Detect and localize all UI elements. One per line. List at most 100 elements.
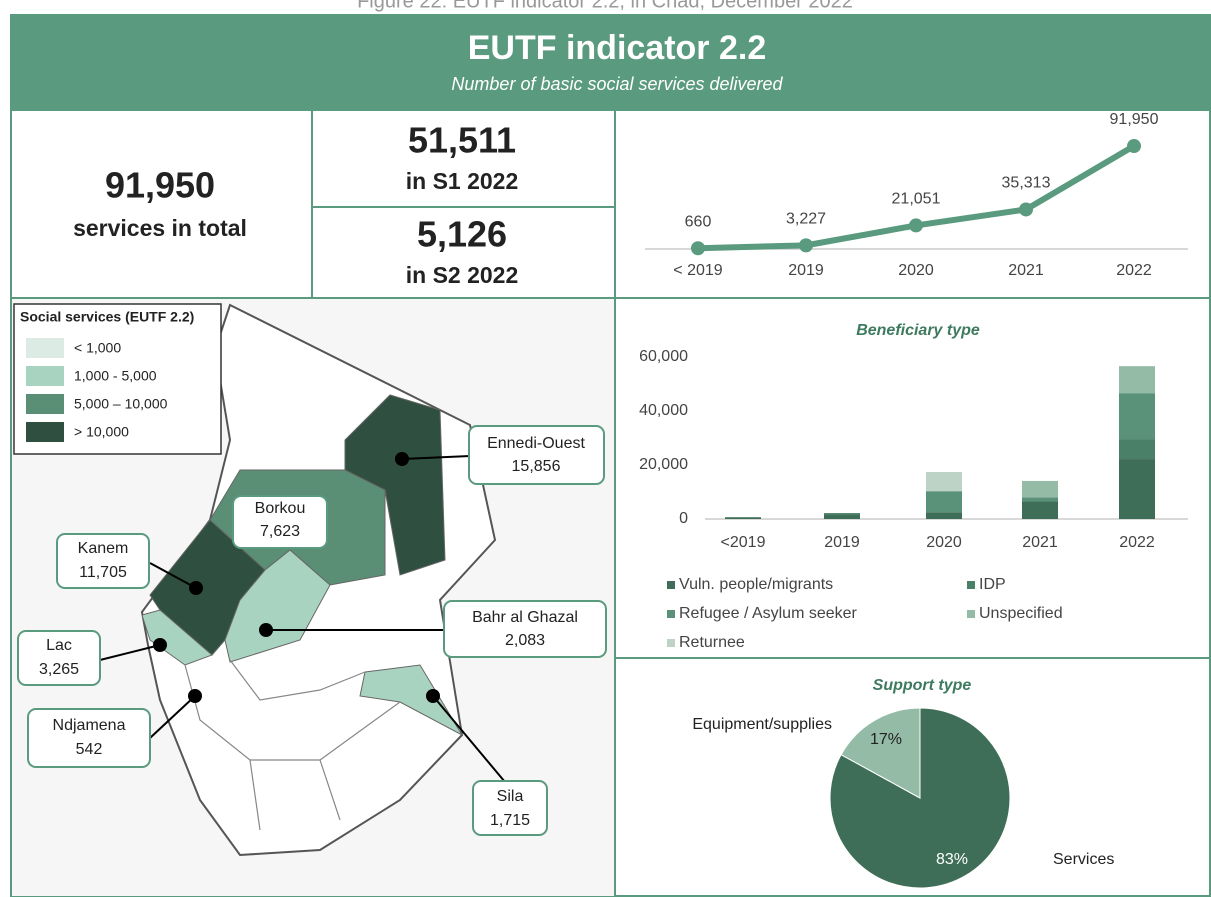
- legend-swatch: [967, 610, 975, 618]
- label-box: [443, 600, 607, 658]
- legend-swatch: [26, 394, 64, 414]
- category-label: Equipment/supplies: [692, 716, 832, 733]
- pie-slice: [840, 707, 921, 799]
- legend-label: 5,000 – 10,000: [74, 396, 168, 412]
- header-subtitle: Number of basic social services delivere…: [451, 74, 783, 94]
- y-tick-label: 40,000: [639, 402, 688, 419]
- bar-segment: [1119, 439, 1155, 460]
- x-tick-label: 2020: [926, 534, 962, 551]
- legend-label: Refugee / Asylum seeker: [679, 605, 858, 622]
- region-value: 2,083: [505, 632, 545, 649]
- bar-segment: [1119, 393, 1155, 440]
- region-name: Borkou: [255, 500, 306, 517]
- region-name: Ndjamena: [53, 717, 126, 734]
- legend-swatch: [967, 581, 975, 589]
- region-dots: [153, 452, 440, 703]
- x-tick-label: 2019: [788, 262, 824, 279]
- kpi-value: 51,511: [408, 120, 516, 161]
- legend-swatch: [26, 366, 64, 386]
- legend-swatch: [667, 639, 675, 647]
- kpi-value: 5,126: [417, 214, 507, 255]
- region-value: 542: [76, 741, 103, 758]
- x-tick-label: 2019: [824, 534, 860, 551]
- kpi-label: in S2 2022: [406, 262, 519, 288]
- bar-segment: [926, 512, 962, 519]
- legend-swatch: [667, 581, 675, 589]
- region-value: 11,705: [79, 564, 127, 581]
- caption: Figure 22: EUTF indicator 2.2, in Chad, …: [357, 0, 853, 12]
- legend-label: Returnee: [679, 634, 745, 651]
- x-tick-label: 2020: [898, 262, 934, 279]
- x-tick-label: 2022: [1119, 534, 1155, 551]
- header-band: [10, 14, 1211, 110]
- label-box: [17, 630, 101, 686]
- region-value: 15,856: [512, 458, 561, 475]
- y-tick-label: 20,000: [639, 456, 688, 473]
- bar-segment: [725, 517, 761, 519]
- legend-label: > 10,000: [74, 424, 129, 440]
- legend-label: IDP: [979, 576, 1006, 593]
- region-name: Lac: [46, 637, 72, 654]
- chart-title: Beneficiary type: [856, 322, 980, 339]
- label-box: [472, 780, 548, 836]
- kpi-label: services in total: [73, 215, 247, 241]
- bar-segment: [1022, 480, 1058, 498]
- label-box: [27, 708, 151, 768]
- bar-segment: [926, 472, 962, 492]
- label-box: [56, 533, 150, 589]
- x-tick-label: 2021: [1008, 262, 1044, 279]
- legend-swatch: [26, 338, 64, 358]
- legend-swatch: [26, 422, 64, 442]
- label-box: [232, 495, 328, 549]
- legend-label: < 1,000: [74, 340, 121, 356]
- bar-segment: [1119, 366, 1155, 394]
- kpi-value: 91,950: [105, 165, 215, 206]
- x-tick-label: <2019: [721, 534, 766, 551]
- region-name: Sila: [497, 788, 524, 805]
- category-label: Services: [1053, 851, 1114, 868]
- admin-borders: [184, 659, 401, 831]
- region-value: 7,623: [260, 523, 300, 540]
- bar-segment: [824, 514, 860, 519]
- data-label: 3,227: [786, 211, 826, 228]
- bar-segment: [824, 513, 860, 515]
- leader-lines: [99, 455, 506, 783]
- data-label: 91,950: [1110, 111, 1159, 128]
- bar-segment: [1022, 501, 1058, 519]
- region-bahr-al-ghazal: [224, 549, 331, 663]
- legend-label: 1,000 - 5,000: [74, 368, 157, 384]
- x-tick-label: 2022: [1116, 262, 1152, 279]
- data-label: 21,051: [892, 191, 941, 208]
- region-name: Bahr al Ghazal: [472, 609, 578, 626]
- label-box: [468, 425, 605, 485]
- point: [909, 218, 923, 233]
- region-value: 3,265: [39, 661, 79, 678]
- point: [1019, 202, 1033, 217]
- data-label: 660: [685, 213, 712, 230]
- region-name: Ennedi-Ouest: [487, 435, 585, 452]
- y-tick-label: 0: [679, 510, 688, 527]
- map-legend-title: Social services (EUTF 2.2): [20, 309, 194, 325]
- data-label: 83%: [936, 851, 968, 868]
- data-label: 17%: [870, 731, 902, 748]
- point: [1127, 139, 1141, 154]
- region-name: Kanem: [78, 540, 129, 557]
- bar-segment: [926, 491, 962, 513]
- x-tick-label: 2021: [1022, 534, 1058, 551]
- legend-label: Unspecified: [979, 605, 1063, 622]
- point: [691, 241, 705, 256]
- region-value: 1,715: [490, 812, 530, 829]
- y-tick-label: 60,000: [639, 348, 688, 365]
- bar-segment: [1022, 497, 1058, 502]
- kpi-label: in S1 2022: [406, 168, 519, 194]
- x-tick-label: < 2019: [673, 262, 722, 279]
- data-label: 35,313: [1002, 175, 1051, 192]
- region-sila: [359, 664, 464, 737]
- header-title: EUTF indicator 2.2: [468, 29, 767, 67]
- legend-label: Vuln. people/migrants: [679, 576, 833, 593]
- region-lac: [141, 609, 213, 666]
- point: [799, 238, 813, 253]
- map: Ennedi-Ouest 15,856 Borkou 7,623 Kanem 1…: [12, 299, 614, 896]
- chart-title: Support type: [873, 677, 972, 694]
